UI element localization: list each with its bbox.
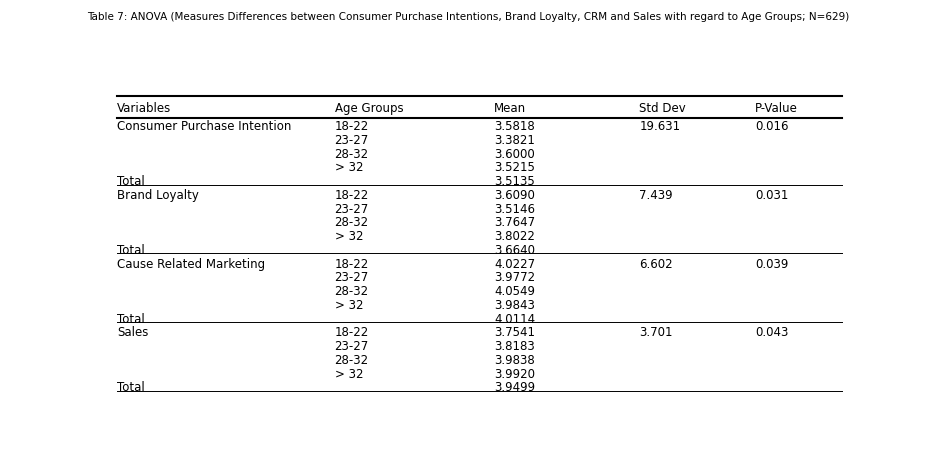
Text: 19.631: 19.631 bbox=[639, 120, 680, 133]
Text: Table 7: ANOVA (Measures Differences between Consumer Purchase Intentions, Brand: Table 7: ANOVA (Measures Differences bet… bbox=[87, 12, 849, 22]
Text: 3.9772: 3.9772 bbox=[494, 271, 535, 284]
Text: Total: Total bbox=[117, 381, 145, 394]
Text: 18-22: 18-22 bbox=[335, 326, 369, 339]
Text: 3.6000: 3.6000 bbox=[494, 148, 535, 161]
Text: 4.0549: 4.0549 bbox=[494, 285, 535, 298]
Text: 0.016: 0.016 bbox=[755, 120, 789, 133]
Text: 7.439: 7.439 bbox=[639, 189, 673, 202]
Text: 3.9843: 3.9843 bbox=[494, 299, 535, 312]
Text: 3.701: 3.701 bbox=[639, 326, 673, 339]
Text: 18-22: 18-22 bbox=[335, 258, 369, 271]
Text: 28-32: 28-32 bbox=[335, 148, 369, 161]
Text: 3.9920: 3.9920 bbox=[494, 368, 535, 381]
Text: 6.602: 6.602 bbox=[639, 258, 673, 271]
Text: 23-27: 23-27 bbox=[335, 134, 369, 147]
Text: 3.5135: 3.5135 bbox=[494, 175, 535, 188]
Text: 3.8022: 3.8022 bbox=[494, 230, 535, 243]
Text: Brand Loyalty: Brand Loyalty bbox=[117, 189, 198, 202]
Text: 0.039: 0.039 bbox=[755, 258, 789, 271]
Text: > 32: > 32 bbox=[335, 299, 363, 312]
Text: Total: Total bbox=[117, 244, 145, 257]
Text: 23-27: 23-27 bbox=[335, 271, 369, 284]
Text: P-Value: P-Value bbox=[755, 102, 798, 115]
Text: 28-32: 28-32 bbox=[335, 216, 369, 229]
Text: Sales: Sales bbox=[117, 326, 149, 339]
Text: Consumer Purchase Intention: Consumer Purchase Intention bbox=[117, 120, 291, 133]
Text: 23-27: 23-27 bbox=[335, 340, 369, 353]
Text: Variables: Variables bbox=[117, 102, 171, 115]
Text: > 32: > 32 bbox=[335, 161, 363, 174]
Text: 3.5215: 3.5215 bbox=[494, 161, 535, 174]
Text: Std Dev: Std Dev bbox=[639, 102, 686, 115]
Text: 4.0114: 4.0114 bbox=[494, 313, 535, 326]
Text: 3.5146: 3.5146 bbox=[494, 203, 535, 216]
Text: 18-22: 18-22 bbox=[335, 189, 369, 202]
Text: 3.9499: 3.9499 bbox=[494, 381, 535, 394]
Text: 28-32: 28-32 bbox=[335, 285, 369, 298]
Text: 3.6090: 3.6090 bbox=[494, 189, 535, 202]
Text: 28-32: 28-32 bbox=[335, 354, 369, 367]
Text: 18-22: 18-22 bbox=[335, 120, 369, 133]
Text: 3.5818: 3.5818 bbox=[494, 120, 535, 133]
Text: 3.8183: 3.8183 bbox=[494, 340, 535, 353]
Text: Mean: Mean bbox=[494, 102, 526, 115]
Text: > 32: > 32 bbox=[335, 230, 363, 243]
Text: > 32: > 32 bbox=[335, 368, 363, 381]
Text: 3.3821: 3.3821 bbox=[494, 134, 535, 147]
Text: 0.031: 0.031 bbox=[755, 189, 789, 202]
Text: 3.7647: 3.7647 bbox=[494, 216, 535, 229]
Text: 3.6640: 3.6640 bbox=[494, 244, 535, 257]
Text: Total: Total bbox=[117, 313, 145, 326]
Text: 4.0227: 4.0227 bbox=[494, 258, 535, 271]
Text: 23-27: 23-27 bbox=[335, 203, 369, 216]
Text: Total: Total bbox=[117, 175, 145, 188]
Text: Age Groups: Age Groups bbox=[335, 102, 403, 115]
Text: 3.9838: 3.9838 bbox=[494, 354, 535, 367]
Text: Cause Related Marketing: Cause Related Marketing bbox=[117, 258, 265, 271]
Text: 3.7541: 3.7541 bbox=[494, 326, 535, 339]
Text: 0.043: 0.043 bbox=[755, 326, 789, 339]
